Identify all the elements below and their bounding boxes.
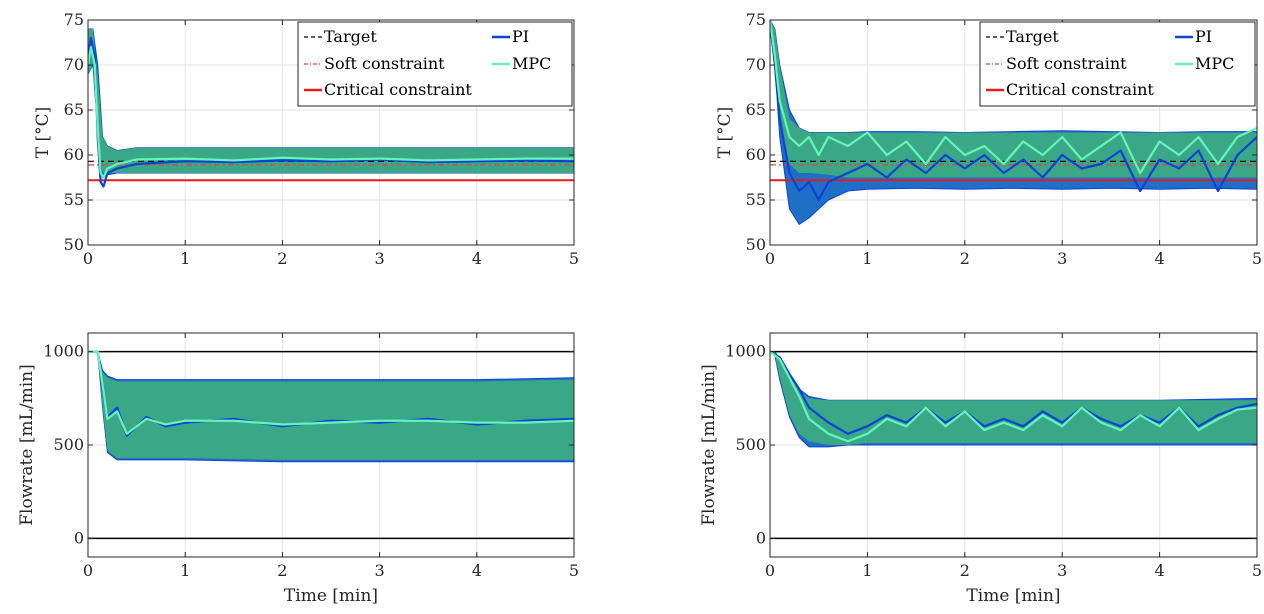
y-tick-label: 60 [746, 145, 766, 164]
x-tick-label: 0 [83, 249, 93, 268]
legend-entry: Soft constraint [1006, 54, 1127, 73]
y-tick-label: 65 [64, 100, 84, 119]
x-tick-label: 3 [1057, 249, 1067, 268]
legend-entry: Target [1006, 27, 1059, 46]
y-axis-label: T [°C] [715, 107, 735, 159]
y-tick-label: 70 [64, 55, 84, 74]
x-tick-label: 1 [180, 561, 190, 580]
axes-box [87, 19, 575, 246]
legend-entry: MPC [512, 54, 551, 73]
legend-box [297, 21, 573, 107]
series-line-pi [770, 20, 1257, 202]
legend-entry: Critical constraint [1006, 80, 1154, 99]
chart-flow-right: 0 1 2 3 4 5 0 500 1000 Time [min] Flowrate [mL/min… [699, 332, 1262, 606]
y-tick-label: 75 [746, 10, 766, 29]
x-tick-label: 5 [569, 249, 579, 268]
y-tick-label: 0 [74, 528, 84, 547]
y-axis-label: T [°C] [33, 107, 53, 159]
band-mpc [88, 351, 574, 460]
y-tick-label: 55 [746, 190, 766, 209]
legend-entry: MPC [1195, 54, 1234, 73]
x-tick-label: 2 [277, 561, 287, 580]
y-tick-label: 50 [746, 235, 766, 254]
y-tick-label: 65 [746, 100, 766, 119]
y-axis-label: Flowrate [mL/min] [699, 364, 719, 525]
axes-box [769, 19, 1258, 246]
series-line-mpc [770, 20, 1257, 175]
x-tick-label: 0 [83, 561, 93, 580]
plot-area [88, 350, 574, 540]
x-tick-label: 5 [1252, 249, 1262, 268]
legend-entry: Target [324, 27, 377, 46]
y-tick-label: 1000 [43, 342, 84, 361]
x-tick-label: 0 [765, 561, 775, 580]
y-axis-label: Flowrate [mL/min] [17, 364, 37, 525]
y-tick-label: 1000 [725, 342, 766, 361]
legend-entry: Critical constraint [324, 80, 472, 99]
band-mpc [770, 20, 1257, 178]
y-tick-label: 60 [64, 145, 84, 164]
x-tick-label: 2 [277, 249, 287, 268]
legend: Target PI Soft constraint MPC Critical const… [979, 21, 1256, 107]
x-axis-label: Time [min] [284, 586, 378, 606]
x-tick-label: 4 [472, 561, 482, 580]
x-tick-label: 5 [1252, 561, 1262, 580]
legend-entry: PI [1195, 27, 1212, 46]
y-tick-label: 70 [746, 55, 766, 74]
legend-entry: PI [512, 27, 529, 46]
chart-flow-left: 0 1 2 3 4 5 0 500 1000 Time [min] Flowrate [mL/min… [17, 332, 579, 606]
legend-entry: Soft constraint [324, 54, 445, 73]
x-tick-label: 5 [569, 561, 579, 580]
plot-area [770, 20, 1257, 225]
series-line-mpc [88, 45, 574, 179]
x-tick-label: 0 [765, 249, 775, 268]
series-line-pi [770, 350, 1257, 435]
x-tick-label: 3 [375, 249, 385, 268]
x-tick-label: 4 [472, 249, 482, 268]
y-tick-label: 500 [735, 435, 766, 454]
y-tick-label: 0 [756, 528, 766, 547]
x-tick-label: 4 [1155, 561, 1165, 580]
x-tick-label: 3 [375, 561, 385, 580]
y-tick-label: 50 [64, 235, 84, 254]
x-tick-label: 2 [960, 561, 970, 580]
x-axis-label: Time [min] [966, 586, 1060, 606]
y-tick-label: 55 [64, 190, 84, 209]
plot-area [88, 28, 574, 188]
x-tick-label: 3 [1057, 561, 1067, 580]
x-tick-label: 1 [862, 561, 872, 580]
y-tick-label: 75 [64, 10, 84, 29]
x-tick-label: 2 [960, 249, 970, 268]
x-tick-label: 4 [1155, 249, 1165, 268]
y-tick-label: 500 [53, 435, 84, 454]
legend-box [979, 21, 1256, 107]
x-tick-label: 1 [180, 249, 190, 268]
x-tick-label: 1 [862, 249, 872, 268]
series-line-mpc [770, 350, 1257, 443]
plot-area [770, 350, 1257, 540]
legend: Target PI Soft constraint MPC Critical const… [297, 21, 573, 107]
series-line-mpc [88, 350, 574, 435]
